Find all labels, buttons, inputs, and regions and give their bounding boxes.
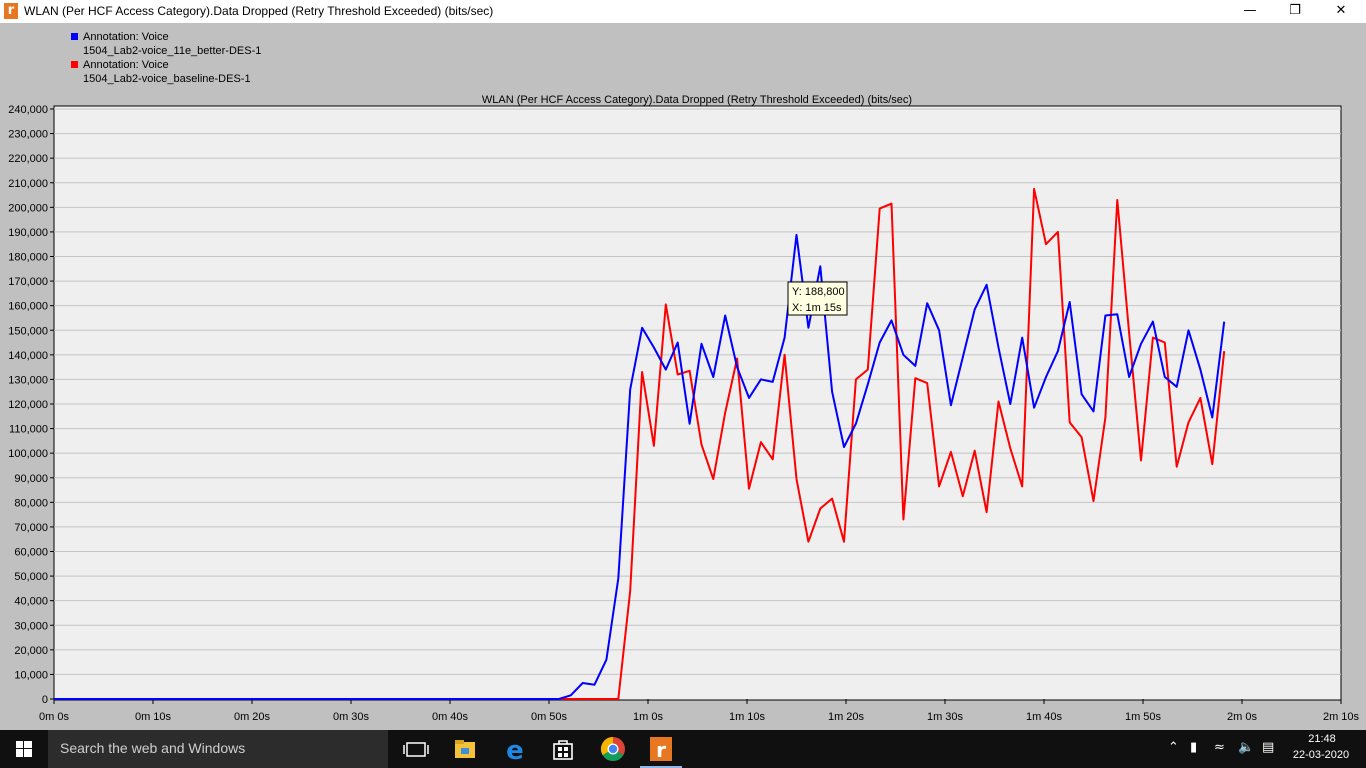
window-title: WLAN (Per HCF Access Category).Data Drop…	[24, 4, 494, 18]
x-tick-label: 0m 20s	[234, 711, 271, 723]
x-tick-label: 1m 10s	[729, 711, 766, 723]
line-chart: Annotation: Voice 1504_Lab2-voice_11e_be…	[8, 31, 1360, 723]
riverbed-r-icon: r	[4, 3, 18, 19]
y-tick-label: 200,000	[8, 202, 48, 214]
minimize-icon[interactable]: —	[1243, 3, 1257, 18]
y-tick-label: 120,000	[8, 399, 48, 411]
windows-start-icon[interactable]	[0, 730, 48, 768]
x-tick-label: 0m 50s	[531, 711, 568, 723]
x-axis: 0m 0s 0m 10s 0m 20s 0m 30s 0m 40s 0m 50s 1m 0s…	[39, 699, 1360, 723]
y-tick-label: 210,000	[8, 178, 48, 190]
close-icon[interactable]: ✕	[1335, 3, 1347, 18]
riverbed-icon[interactable]: r	[643, 734, 679, 764]
legend-swatch-blue	[71, 33, 78, 40]
svg-text:r: r	[656, 738, 666, 762]
x-tick-label: 1m 40s	[1026, 711, 1063, 723]
notification-icon[interactable]: ▤	[1262, 740, 1275, 755]
x-tick-label: 0m 30s	[333, 711, 370, 723]
y-tick-label: 70,000	[14, 522, 48, 534]
y-tick-label: 30,000	[14, 620, 48, 632]
grid	[54, 108, 1341, 675]
y-tick-label: 160,000	[8, 301, 48, 313]
y-tick-label: 220,000	[8, 153, 48, 165]
y-tick-label: 20,000	[14, 645, 48, 657]
legend-sublabel-1: 1504_Lab2-voice_11e_better-DES-1	[83, 45, 261, 57]
tooltip-x: X: 1m 15s	[792, 302, 842, 314]
tooltip-box	[787, 281, 848, 316]
x-tick-label: 2m 10s	[1323, 711, 1360, 723]
x-tick-label: 1m 0s	[633, 711, 663, 723]
y-tick-label: 60,000	[14, 547, 48, 559]
y-tick-label: 240,000	[8, 104, 48, 116]
tooltip: Y: 188,800 X: 1m 15s	[787, 281, 848, 316]
task-view-icon[interactable]	[398, 734, 434, 764]
legend-label-1: Annotation: Voice	[83, 31, 169, 43]
y-tick-label: 180,000	[8, 252, 48, 264]
y-tick-label: 170,000	[8, 276, 48, 288]
plot-area	[53, 105, 1342, 701]
y-axis: 0 10,000 20,000 30,000 40,000 50,000 60,000 70,…	[8, 104, 54, 706]
active-app-indicator	[640, 766, 682, 768]
y-tick-label: 190,000	[8, 227, 48, 239]
y-tick-label: 100,000	[8, 448, 48, 460]
series-line-baseline	[54, 187, 1226, 700]
svg-text:e: e	[506, 736, 524, 764]
volume-icon[interactable]: 🔈	[1238, 740, 1255, 755]
clock-date[interactable]: 22-03-2020	[1292, 749, 1350, 761]
y-tick-label: 90,000	[14, 473, 48, 485]
legend-label-2: Annotation: Voice	[83, 59, 169, 71]
y-tick-label: 140,000	[8, 350, 48, 362]
series-group	[54, 187, 1226, 700]
chrome-icon[interactable]	[595, 734, 631, 764]
battery-icon[interactable]: ▮	[1190, 740, 1198, 755]
y-tick-label: 130,000	[8, 374, 48, 386]
legend-swatch-red	[71, 61, 78, 68]
x-tick-label: 0m 0s	[39, 711, 69, 723]
clock-time[interactable]: 21:48	[1308, 733, 1336, 745]
file-explorer-icon[interactable]	[447, 734, 483, 764]
x-tick-label: 0m 40s	[432, 711, 469, 723]
store-icon[interactable]	[545, 734, 581, 764]
x-tick-label: 1m 30s	[927, 711, 964, 723]
taskbar: Search the web and Windows e r ⌃ ▮ ≈ 🔈 ▤…	[0, 730, 1366, 768]
y-tick-label: 40,000	[14, 596, 48, 608]
x-tick-label: 0m 10s	[135, 711, 172, 723]
y-tick-label: 110,000	[9, 424, 48, 436]
tooltip-y: Y: 188,800	[792, 286, 845, 298]
x-tick-label: 2m 0s	[1227, 711, 1257, 723]
restore-icon[interactable]: ❐	[1289, 3, 1301, 18]
series-line-11e-better	[54, 233, 1226, 700]
x-tick-label: 1m 20s	[828, 711, 865, 723]
y-tick-label: 150,000	[8, 325, 48, 337]
y-tick-label: 10,000	[14, 669, 48, 681]
y-tick-label: 80,000	[14, 497, 48, 509]
chevron-up-icon[interactable]: ⌃	[1168, 740, 1179, 755]
chart-title: WLAN (Per HCF Access Category).Data Drop…	[482, 94, 912, 106]
edge-icon[interactable]: e	[497, 734, 533, 764]
window-titlebar: r WLAN (Per HCF Access Category).Data Dr…	[0, 0, 1366, 23]
search-placeholder: Search the web and Windows	[60, 740, 246, 756]
y-tick-label: 50,000	[14, 571, 48, 583]
wifi-icon[interactable]: ≈	[1214, 740, 1225, 755]
x-tick-label: 1m 50s	[1125, 711, 1162, 723]
y-tick-label: 230,000	[8, 129, 48, 141]
y-tick-label: 0	[42, 694, 48, 706]
legend: Annotation: Voice 1504_Lab2-voice_11e_be…	[71, 31, 261, 85]
search-box[interactable]: Search the web and Windows	[48, 730, 388, 768]
legend-sublabel-2: 1504_Lab2-voice_baseline-DES-1	[83, 73, 251, 85]
